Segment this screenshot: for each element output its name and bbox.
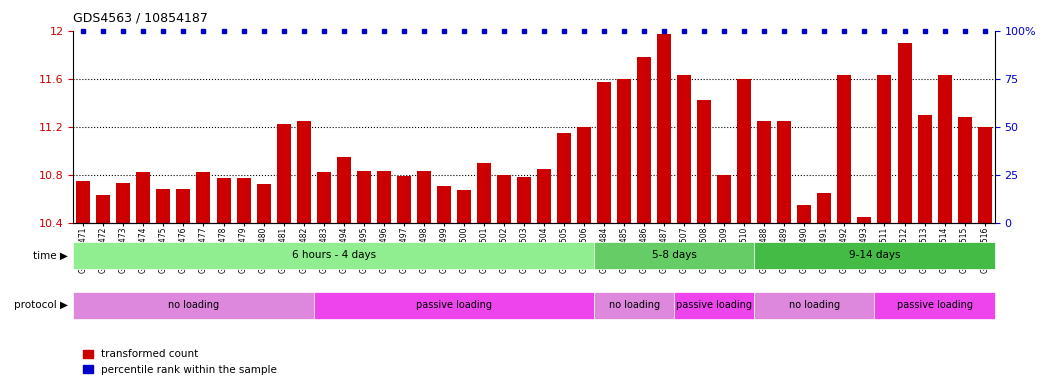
- Text: no loading: no loading: [608, 300, 660, 310]
- Bar: [377, 171, 391, 223]
- Bar: [197, 172, 210, 223]
- Bar: [617, 79, 631, 223]
- Text: 6 hours - 4 days: 6 hours - 4 days: [292, 250, 376, 260]
- Bar: [658, 34, 671, 223]
- Bar: [557, 133, 571, 223]
- Bar: [978, 127, 992, 223]
- Bar: [397, 176, 410, 223]
- Bar: [958, 117, 972, 223]
- Bar: [777, 121, 792, 223]
- Bar: [838, 75, 851, 223]
- Bar: [456, 190, 471, 223]
- Text: GDS4563 / 10854187: GDS4563 / 10854187: [73, 12, 208, 25]
- Bar: [638, 57, 651, 223]
- Text: no loading: no loading: [168, 300, 219, 310]
- Bar: [116, 183, 131, 223]
- Bar: [76, 181, 90, 223]
- Text: passive loading: passive loading: [896, 300, 973, 310]
- Bar: [597, 82, 611, 223]
- Text: 5-8 days: 5-8 days: [651, 250, 696, 260]
- Bar: [156, 189, 171, 223]
- Bar: [517, 177, 531, 223]
- Bar: [276, 124, 291, 223]
- Bar: [177, 189, 191, 223]
- Bar: [677, 75, 691, 223]
- Bar: [337, 157, 351, 223]
- Text: 9-14 days: 9-14 days: [849, 250, 900, 260]
- Text: time ▶: time ▶: [34, 250, 68, 260]
- Legend: transformed count, percentile rank within the sample: transformed count, percentile rank withi…: [79, 345, 282, 379]
- Bar: [497, 175, 511, 223]
- Bar: [437, 185, 451, 223]
- Bar: [717, 175, 731, 223]
- Bar: [757, 121, 772, 223]
- Bar: [897, 43, 912, 223]
- Text: no loading: no loading: [788, 300, 840, 310]
- Text: passive loading: passive loading: [416, 300, 492, 310]
- Bar: [316, 172, 331, 223]
- Bar: [697, 100, 711, 223]
- Bar: [296, 121, 311, 223]
- Bar: [237, 178, 250, 223]
- Bar: [798, 205, 811, 223]
- Bar: [96, 195, 110, 223]
- Bar: [877, 75, 891, 223]
- Bar: [357, 171, 371, 223]
- Bar: [937, 75, 952, 223]
- Bar: [417, 171, 430, 223]
- Bar: [818, 193, 831, 223]
- Bar: [257, 184, 270, 223]
- Bar: [537, 169, 551, 223]
- Bar: [136, 172, 151, 223]
- Bar: [577, 127, 592, 223]
- Bar: [857, 217, 871, 223]
- Bar: [217, 178, 230, 223]
- Text: protocol ▶: protocol ▶: [14, 300, 68, 310]
- Bar: [737, 79, 752, 223]
- Bar: [476, 163, 491, 223]
- Bar: [917, 115, 932, 223]
- Text: passive loading: passive loading: [676, 300, 752, 310]
